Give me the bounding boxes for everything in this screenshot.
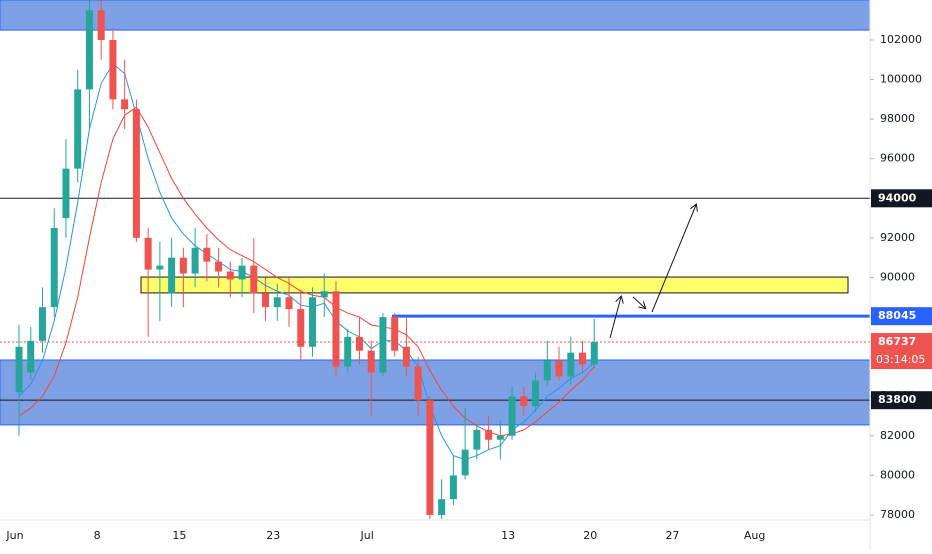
countdown: 03:14:05 xyxy=(876,353,925,366)
y-tick-label: 100000 xyxy=(880,73,922,86)
candle-body xyxy=(344,336,352,367)
candle-body xyxy=(250,265,258,294)
candle-body xyxy=(38,307,46,341)
price-label: 83800 xyxy=(878,393,917,406)
candle-body xyxy=(262,293,270,308)
price-label: 94000 xyxy=(878,191,917,204)
candle-body xyxy=(508,396,516,436)
axes: Jun81523Jul132027Aug78000800008200084000… xyxy=(5,33,932,542)
candle-body xyxy=(414,366,422,401)
drawings xyxy=(609,205,696,339)
candle-body xyxy=(85,10,93,90)
candle-body xyxy=(567,352,575,377)
price-label-box xyxy=(871,391,932,410)
arrow xyxy=(651,205,696,313)
y-tick-label: 102000 xyxy=(880,33,922,46)
y-tick-label: 96000 xyxy=(880,152,915,165)
zone xyxy=(0,0,870,31)
candle-body xyxy=(473,429,481,450)
x-tick-label: 13 xyxy=(501,529,515,542)
price-label-box xyxy=(871,333,932,370)
candle-body xyxy=(309,297,316,347)
candle-body xyxy=(132,109,140,238)
candle-body xyxy=(391,317,399,351)
candle-body xyxy=(485,429,493,440)
candle-body xyxy=(438,499,446,515)
y-tick-label: 92000 xyxy=(880,231,915,244)
x-tick-label: Aug xyxy=(744,529,765,542)
candle-body xyxy=(203,247,211,262)
arrow xyxy=(609,297,621,339)
price-label: 88045 xyxy=(878,309,916,322)
price-label-box xyxy=(871,307,932,326)
zone xyxy=(140,276,849,294)
price-label-box xyxy=(871,189,932,208)
candle-body xyxy=(273,297,281,308)
x-tick-label: Jul xyxy=(360,529,374,542)
arrow xyxy=(632,296,645,308)
candle-body xyxy=(50,227,58,308)
candle-body xyxy=(402,346,410,367)
candle-body xyxy=(144,237,152,270)
candle-body xyxy=(426,400,434,515)
candle-body xyxy=(379,317,387,373)
candle-body xyxy=(555,360,563,377)
x-tick-label: 15 xyxy=(172,529,186,542)
y-tick-label: 98000 xyxy=(880,112,915,125)
candle-body xyxy=(191,247,199,274)
y-tick-label: 78000 xyxy=(880,508,915,521)
plot-area xyxy=(0,0,870,519)
candle-body xyxy=(496,435,504,440)
y-tick-label: 90000 xyxy=(880,270,915,283)
candle-body xyxy=(367,350,375,373)
candle-body xyxy=(320,291,328,298)
candle-body xyxy=(449,475,457,500)
candle-body xyxy=(168,257,176,294)
x-tick-label: 8 xyxy=(94,529,101,542)
x-tick-label: 27 xyxy=(665,529,679,542)
candle-body xyxy=(590,342,598,365)
candle-body xyxy=(226,271,234,280)
candle-body xyxy=(543,360,551,381)
candle-body xyxy=(332,291,340,367)
candle-body xyxy=(109,39,117,100)
moving-average xyxy=(18,106,595,437)
candle-body xyxy=(74,89,82,169)
y-tick-label: 82000 xyxy=(880,429,915,442)
candle-body xyxy=(355,336,363,351)
candle-body xyxy=(27,340,35,373)
candle-body xyxy=(532,380,540,407)
zone xyxy=(0,359,870,426)
candle-body xyxy=(15,346,23,393)
candle-body xyxy=(179,257,187,274)
x-tick-label: Jun xyxy=(5,529,23,542)
candle-body xyxy=(97,10,105,40)
candle-body xyxy=(285,297,293,310)
candle-body xyxy=(156,265,164,270)
candle-body xyxy=(215,261,223,272)
x-tick-label: 23 xyxy=(266,529,280,542)
candle-body xyxy=(520,396,528,407)
y-tick-label: 80000 xyxy=(880,468,915,481)
candle-body xyxy=(579,352,587,365)
x-tick-label: 20 xyxy=(583,529,597,542)
price-label: 86737 xyxy=(878,335,916,348)
candle-body xyxy=(62,168,70,219)
candle-body xyxy=(238,265,246,280)
candle-body xyxy=(121,99,129,110)
candle-body xyxy=(461,449,469,476)
candle-body xyxy=(297,309,305,347)
